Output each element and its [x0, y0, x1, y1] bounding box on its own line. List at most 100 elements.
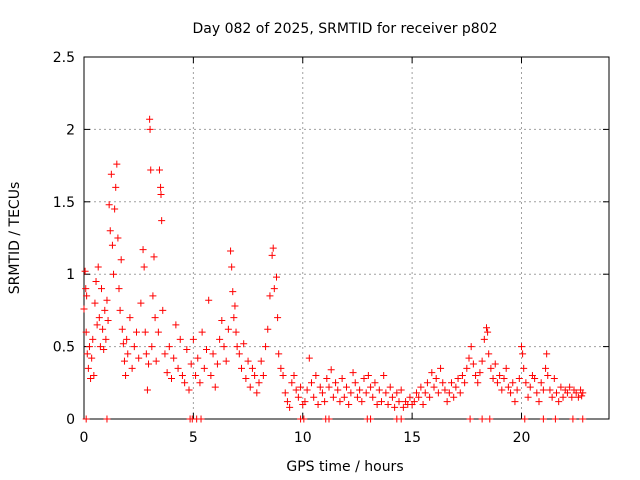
data-point — [360, 374, 368, 382]
data-point — [220, 343, 228, 351]
data-point — [353, 393, 361, 401]
data-point — [364, 372, 372, 380]
y-tick-label: 0 — [66, 412, 75, 428]
data-point — [90, 372, 98, 380]
data-point — [336, 398, 344, 406]
data-point — [152, 357, 160, 365]
data-point — [145, 360, 153, 368]
data-point — [283, 398, 291, 406]
data-point — [98, 285, 105, 293]
data-point — [533, 389, 541, 397]
data-point — [325, 415, 333, 423]
data-point — [233, 343, 241, 351]
data-point — [305, 354, 313, 362]
data-point — [84, 364, 92, 372]
data-point — [393, 389, 401, 397]
data-point — [362, 389, 370, 397]
data-point — [89, 335, 97, 343]
data-point — [82, 328, 90, 336]
data-point — [139, 246, 147, 254]
data-point — [443, 398, 451, 406]
data-point — [321, 398, 329, 406]
data-point — [493, 379, 501, 387]
data-point — [579, 389, 587, 397]
data-point — [480, 335, 488, 343]
data-point — [343, 383, 350, 391]
data-point — [312, 372, 320, 380]
data-point — [123, 335, 131, 343]
data-point — [340, 393, 348, 401]
data-point — [82, 415, 90, 423]
data-point — [432, 374, 440, 382]
data-point — [347, 389, 355, 397]
data-point — [103, 296, 111, 304]
data-point — [434, 389, 442, 397]
data-point — [329, 393, 337, 401]
data-point — [507, 389, 515, 397]
data-point — [135, 354, 143, 362]
data-point — [518, 343, 525, 351]
data-point — [268, 251, 276, 259]
x-tick-label: 5 — [189, 430, 198, 446]
data-point — [227, 247, 235, 255]
data-point — [399, 403, 407, 411]
data-point — [240, 340, 248, 348]
data-point — [413, 389, 420, 397]
data-point — [126, 314, 134, 322]
data-point — [461, 379, 469, 387]
data-point — [102, 335, 110, 343]
axis-ticks — [83, 56, 609, 420]
data-point — [154, 328, 162, 336]
data-point — [410, 398, 418, 406]
data-point — [81, 267, 89, 275]
data-point — [537, 379, 545, 387]
data-point — [181, 379, 189, 387]
data-point — [198, 328, 206, 336]
data-point — [467, 343, 475, 351]
y-tick-labels: 0 0.5 1 1.5 2 2.5 — [53, 50, 75, 428]
data-point — [544, 372, 552, 380]
data-point — [119, 340, 127, 348]
y-tick-label: 2.5 — [53, 50, 75, 66]
data-point — [94, 263, 102, 271]
data-point — [196, 379, 204, 387]
data-point — [161, 350, 169, 358]
data-point — [255, 379, 263, 387]
data-point — [257, 357, 265, 365]
x-tick-label: 0 — [80, 430, 89, 446]
y-tick-label: 2 — [66, 122, 75, 138]
data-point — [270, 285, 278, 293]
data-point — [367, 415, 375, 423]
data-point — [168, 374, 175, 382]
data-point — [323, 374, 331, 382]
data-point — [369, 393, 377, 401]
data-point — [246, 383, 254, 391]
data-point — [325, 383, 333, 391]
data-point — [242, 374, 250, 382]
data-point — [105, 201, 113, 209]
data-point — [292, 386, 300, 394]
data-point — [406, 393, 414, 401]
data-point — [116, 306, 124, 314]
data-point — [314, 401, 322, 409]
data-point — [148, 343, 156, 351]
data-point — [277, 364, 285, 372]
y-tick-label: 1 — [66, 267, 75, 283]
data-point — [397, 386, 405, 394]
data-point — [264, 325, 272, 333]
data-point — [207, 372, 215, 380]
data-point — [300, 415, 308, 423]
data-point — [417, 383, 425, 391]
data-point — [349, 369, 357, 377]
data-point — [550, 374, 558, 382]
data-point — [230, 314, 238, 322]
data-point — [303, 386, 311, 394]
data-point — [137, 299, 145, 307]
data-point — [539, 415, 547, 423]
data-point — [426, 393, 434, 401]
data-point — [187, 360, 195, 368]
x-axis-label: GPS time / hours — [286, 459, 403, 475]
data-point — [189, 335, 197, 343]
data-point — [141, 328, 149, 336]
